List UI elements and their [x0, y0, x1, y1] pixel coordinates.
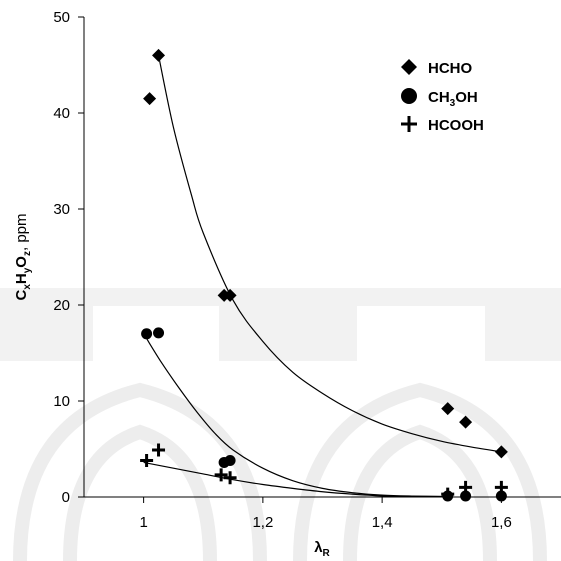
fit-curves [143, 55, 502, 498]
data-point-circle [153, 327, 165, 339]
data-point-plus [494, 480, 508, 494]
y-ticks: 0 10 20 30 40 50 [53, 9, 84, 506]
data-point-diamond [441, 402, 455, 416]
data-point-circle [460, 490, 472, 502]
legend-marker-plus [401, 116, 417, 132]
legend-label-ch3oh: CH3OH [428, 89, 478, 109]
fit-curve-series-0 [157, 55, 502, 453]
data-point-circle [141, 328, 153, 340]
fit-curve-series-2 [143, 461, 448, 498]
x-tick-label: 1 [139, 514, 147, 531]
legend: HCHO CH3OH HCOOH [401, 59, 484, 134]
x-ticks: 1 1,2 1,4 1,6 [139, 497, 512, 531]
fit-curve-series-1 [146, 338, 448, 498]
data-point-plus [459, 480, 473, 494]
data-point-diamond [143, 92, 157, 106]
y-tick-label: 30 [53, 201, 70, 218]
data-points [140, 48, 508, 502]
legend-label-hcooh: HCOOH [428, 117, 484, 134]
data-point-plus [214, 468, 228, 482]
legend-marker-diamond [401, 59, 417, 75]
data-point-circle [224, 455, 236, 467]
x-tick-label: 1,4 [372, 514, 393, 531]
legend-marker-circle [401, 88, 417, 104]
y-tick-label: 40 [53, 105, 70, 122]
x-tick-label: 1,2 [252, 514, 273, 531]
background-watermark [0, 288, 561, 561]
y-tick-label: 20 [53, 297, 70, 314]
data-point-plus [152, 443, 166, 457]
y-tick-label: 0 [62, 489, 70, 506]
data-point-diamond [152, 48, 166, 62]
data-point-diamond [494, 445, 508, 459]
x-tick-label: 1,6 [491, 514, 512, 531]
data-point-diamond [459, 415, 473, 429]
data-point-plus [140, 454, 154, 468]
y-axis-label: CxHyOz, ppm [13, 214, 33, 301]
data-point-circle [495, 490, 507, 502]
data-point-plus [223, 471, 237, 485]
y-tick-label: 50 [53, 9, 70, 26]
x-axis-label: λR [314, 539, 330, 559]
data-point-diamond [223, 288, 237, 302]
legend-label-hcho: HCHO [428, 60, 472, 77]
data-point-plus [441, 487, 455, 501]
y-tick-label: 10 [53, 393, 70, 410]
axes [83, 17, 561, 498]
